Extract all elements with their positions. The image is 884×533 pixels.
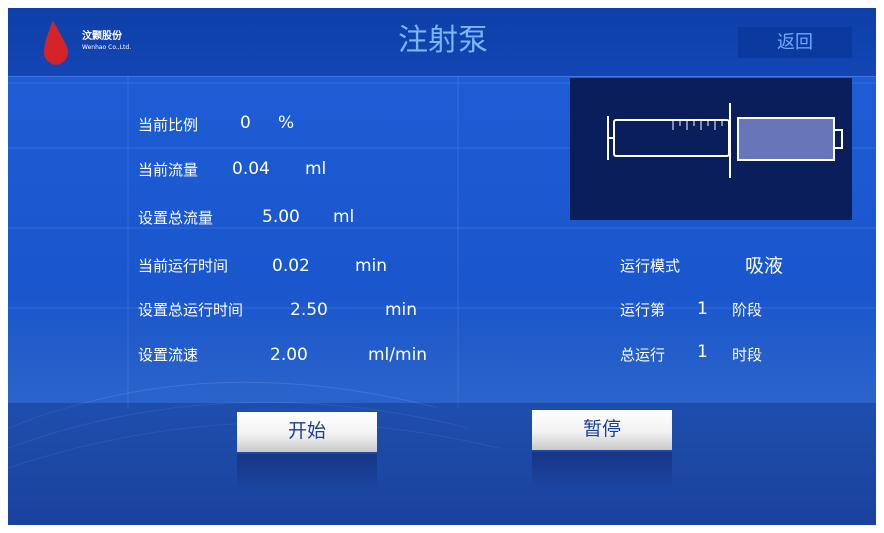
pause-button[interactable]: 暂停	[532, 410, 672, 450]
back-button[interactable]: 返回	[738, 27, 852, 58]
status-unit: ml	[305, 159, 327, 179]
status-unit: ml/min	[368, 345, 428, 365]
status-value: 0.02	[272, 256, 310, 276]
company-name-en: Wenhao Co.,Ltd.	[82, 44, 132, 51]
button-reflection	[532, 452, 672, 490]
mode-label: 运行模式	[620, 257, 681, 275]
button-reflection	[237, 454, 377, 492]
period-label: 总运行	[620, 346, 666, 364]
start-button[interactable]: 开始	[237, 412, 377, 452]
mode-value: 吸液	[745, 255, 784, 277]
status-unit: min	[385, 300, 418, 320]
header-bar	[8, 8, 876, 77]
status-value: 5.00	[262, 207, 300, 227]
status-label: 当前运行时间	[138, 257, 229, 275]
status-label: 设置总流量	[138, 209, 214, 227]
background-art	[8, 20, 876, 525]
status-unit: min	[355, 256, 388, 276]
status-unit: %	[278, 113, 295, 133]
status-label: 设置总运行时间	[138, 301, 244, 319]
period-unit: 时段	[732, 346, 763, 364]
status-label: 当前流量	[138, 161, 199, 179]
status-label: 当前比例	[138, 116, 199, 134]
company-name: 汶颢股份	[82, 31, 122, 42]
screen-title: 注射泵	[398, 23, 488, 58]
status-value: 2.50	[290, 300, 328, 320]
status-value: 2.00	[270, 345, 308, 365]
status-value: 0	[240, 113, 251, 133]
status-value: 0.04	[232, 159, 270, 179]
hmi-screen: 汶颢股份 Wenhao Co.,Ltd. 注射泵 返回 当前比例 0 % 当前流…	[8, 8, 876, 525]
status-unit: ml	[333, 207, 355, 227]
status-label: 设置流速	[138, 346, 199, 364]
stage-unit: 阶段	[732, 301, 763, 319]
stage-label: 运行第	[620, 301, 666, 319]
stage-value: 1	[697, 299, 708, 319]
period-value: 1	[697, 342, 708, 362]
